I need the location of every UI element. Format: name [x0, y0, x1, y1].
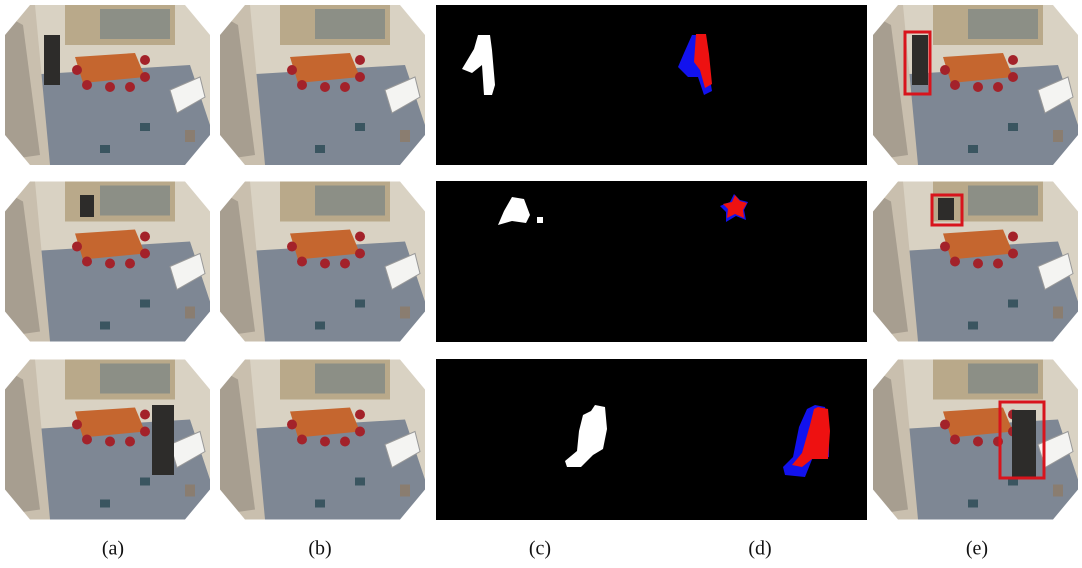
person	[1012, 410, 1036, 478]
background-frame	[220, 182, 425, 342]
caption: (e)	[966, 538, 988, 560]
person	[80, 195, 94, 217]
mask-panel	[436, 181, 867, 342]
row-2	[5, 181, 1078, 342]
row-3	[5, 359, 1078, 520]
mask-panel	[436, 5, 867, 165]
background-frame	[220, 5, 425, 165]
result-frame	[873, 360, 1078, 520]
caption: (c)	[529, 538, 551, 560]
input-frame	[5, 360, 210, 520]
person	[152, 405, 174, 475]
noise-blob	[537, 217, 543, 223]
row-1	[5, 5, 1078, 165]
input-frame	[5, 5, 210, 165]
caption: (b)	[308, 538, 331, 560]
result-frame	[873, 182, 1078, 342]
background-frame	[220, 360, 425, 520]
person	[44, 35, 60, 85]
person	[938, 198, 954, 220]
figure: (a) (b) (c) (d) (e)	[0, 0, 1082, 568]
caption: (a)	[102, 538, 124, 560]
input-frame	[5, 182, 210, 342]
person	[912, 35, 928, 85]
caption: (d)	[748, 538, 771, 560]
